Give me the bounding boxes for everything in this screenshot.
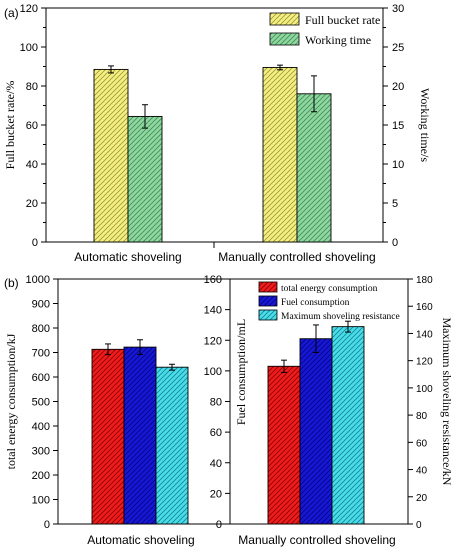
panel-b-right-tick-label: 80 — [416, 411, 428, 422]
panel-a-left-tick-label: 80 — [26, 81, 38, 93]
panel-b-legend-label: Fuel consumption — [281, 298, 350, 308]
panel-b-middle-tick-label: 100 — [204, 366, 222, 378]
panel-b-legend-swatch — [258, 295, 278, 307]
panel-a-left-tick-label: 20 — [26, 198, 38, 210]
panel-b-right-tick-label: 40 — [416, 466, 428, 477]
panel-a-right-tick-label: 0 — [392, 237, 398, 249]
panel-b-error-bar — [345, 320, 351, 333]
panel-a-legend-label: Working time — [305, 33, 371, 47]
panel-b-middle-tick-label: 80 — [210, 397, 222, 409]
panel-a-left-tick-label: 0 — [32, 237, 38, 249]
panel-a-left-tick-label: 60 — [26, 120, 38, 132]
panel-b-right-tick-label: 20 — [416, 493, 428, 504]
panel-b-left-tick-label: 300 — [32, 446, 50, 458]
panel-b-right-axis-title: Maximum shoveling resistance/kN — [440, 318, 451, 486]
panel-b-error-bar — [105, 343, 111, 356]
panel-a-error-bar — [108, 65, 114, 74]
panel-b-middle-tick-label: 20 — [210, 488, 222, 500]
panel-b-error-bar — [169, 363, 175, 371]
panel-b-right-tick-label: 60 — [416, 438, 428, 449]
panel-b-bar-energy — [91, 348, 125, 525]
panel-b-bar-resistance — [155, 366, 189, 525]
panel-b-right-tick-label: 0 — [416, 520, 422, 531]
panel-b-middle-axis-title: Fuel consumption/mL — [234, 319, 248, 425]
panel-a-legend-label: Full bucket rate — [305, 13, 380, 27]
panel-b-middle-tick-label: 60 — [210, 427, 222, 439]
panel-b-error-bar — [137, 339, 143, 355]
panel-a-legend-swatch — [269, 12, 300, 26]
panel-b-right-tick-label: 160 — [416, 302, 433, 313]
panel-b-left-tick-label: 500 — [32, 397, 50, 409]
panel-b-error-bar — [281, 359, 287, 373]
panel-b-bar-fuel — [299, 338, 333, 525]
panel-a-bar-working-time — [296, 93, 332, 243]
panel-b-left-tick-label: 900 — [32, 299, 50, 311]
panel-b-left-tick-label: 400 — [32, 421, 50, 433]
panel-b-left-tick-label: 600 — [32, 372, 50, 384]
panel-b-left-tick-label: 700 — [32, 348, 50, 360]
panel-b-label: (b) — [4, 276, 19, 290]
panel-b-left-axis-title: total energy consumption/kJ — [4, 333, 18, 469]
panel-b-middle-tick-label: 160 — [204, 274, 222, 286]
panel-a-right-tick-label: 20 — [392, 81, 404, 93]
panel-b-right-tick-label: 140 — [416, 329, 433, 340]
panel-a-left-tick-label: 100 — [20, 42, 38, 54]
panel-b-legend-label: total energy consumption — [281, 284, 378, 294]
panel-a-label: (a) — [4, 6, 19, 20]
panel-a-right-tick-label: 15 — [392, 120, 404, 132]
panel-a-bar-full-bucket-rate — [93, 68, 129, 243]
panel-a-right-tick-label: 25 — [392, 42, 404, 54]
panel-a-category-label: Manually controlled shoveling — [218, 250, 375, 264]
panel-b-bar-energy — [267, 365, 301, 525]
panel-b-bar-resistance — [331, 326, 365, 525]
panel-b-middle-tick-label: 40 — [210, 458, 222, 470]
panel-b-left-tick-label: 800 — [32, 323, 50, 335]
panel-a-bar-full-bucket-rate — [262, 67, 298, 243]
panel-a-error-bar — [142, 104, 148, 129]
panel-a-legend-swatch — [269, 32, 300, 46]
panel-a-left-tick-label: 120 — [20, 3, 38, 15]
panel-b-legend-swatch — [258, 309, 278, 321]
panel-a-error-bar — [277, 64, 283, 71]
panel-b-right-tick-label: 120 — [416, 357, 433, 368]
panel-a-error-bar — [311, 75, 317, 113]
panel-a-right-tick-label: 10 — [392, 159, 404, 171]
panel-b-bar-fuel — [123, 346, 157, 525]
panel-b-right-tick-label: 100 — [416, 384, 433, 395]
panel-a-left-axis-title: Full bucket rate/% — [3, 81, 17, 170]
panel-b-middle-tick-label: 0 — [216, 519, 222, 531]
panel-b-left-tick-label: 1000 — [26, 274, 50, 286]
panel-b-error-bar — [313, 324, 319, 353]
panel-a-right-tick-label: 5 — [392, 198, 398, 210]
panel-a-right-tick-label: 30 — [392, 3, 404, 15]
panel-a-left-tick-label: 40 — [26, 159, 38, 171]
panel-a-right-axis-title: Working time/s — [418, 88, 432, 162]
panel-b-right-tick-label: 180 — [416, 275, 433, 286]
panel-b-left-tick-label: 100 — [32, 495, 50, 507]
panel-b-legend-label: Maximum shoveling resistance — [281, 312, 400, 322]
panel-a-bar-working-time — [127, 115, 163, 243]
panel-a-category-label: Automatic shoveling — [74, 250, 181, 264]
panel-b-middle-tick-label: 120 — [204, 335, 222, 347]
panel-b-left-tick-label: 0 — [44, 519, 50, 531]
panel-b-category-label: Manually controlled shoveling — [238, 533, 395, 547]
panel-b-left-tick-label: 200 — [32, 470, 50, 482]
panel-b-category-label: Automatic shoveling — [87, 533, 194, 547]
panel-b-middle-tick-label: 140 — [204, 305, 222, 317]
panel-b-legend-swatch — [258, 281, 278, 293]
